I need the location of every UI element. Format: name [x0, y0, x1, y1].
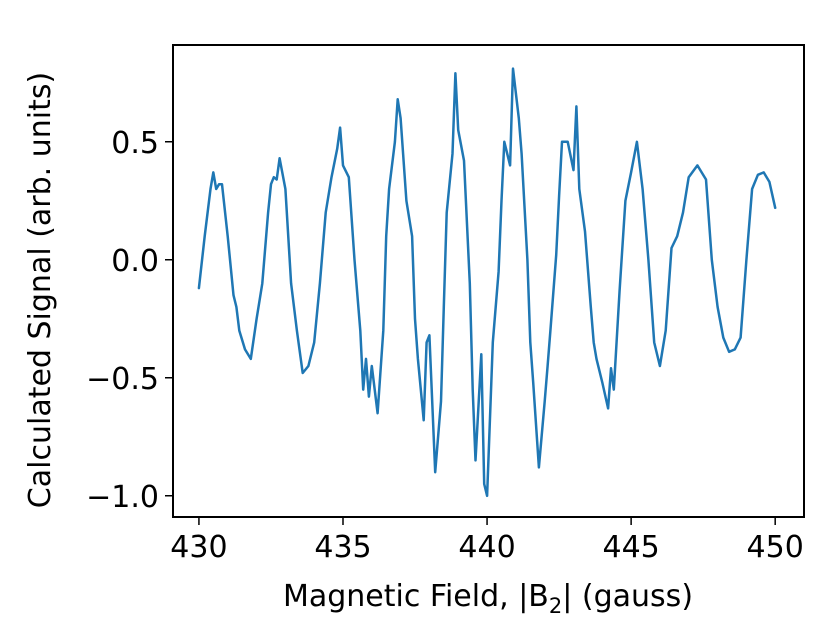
x-axis-label-text: Magnetic Field, |B — [283, 579, 549, 614]
y-axis-label: Calculated Signal (arb. units) — [23, 72, 58, 508]
y-tick-label: 0.0 — [111, 244, 159, 279]
plot-area-frame — [172, 44, 805, 518]
x-tick-label: 450 — [747, 530, 804, 565]
series-line — [197, 67, 777, 498]
x-tick-label: 445 — [602, 530, 659, 565]
y-tick-label: −1.0 — [86, 480, 159, 515]
y-axis-ticks: −1.0 −0.5 0.0 0.5 — [86, 126, 173, 515]
x-axis-label-subscript: 2 — [549, 594, 562, 618]
x-tick-label: 430 — [170, 530, 227, 565]
x-axis-ticks: 430 435 440 445 450 — [170, 517, 804, 565]
x-axis-label-suffix: | (gauss) — [562, 579, 693, 614]
x-tick-label: 440 — [458, 530, 515, 565]
y-tick-label: −0.5 — [86, 362, 159, 397]
x-axis-label: Magnetic Field, |B2| (gauss) — [283, 579, 693, 618]
y-tick-label: 0.5 — [111, 126, 159, 161]
x-tick-label: 435 — [314, 530, 371, 565]
